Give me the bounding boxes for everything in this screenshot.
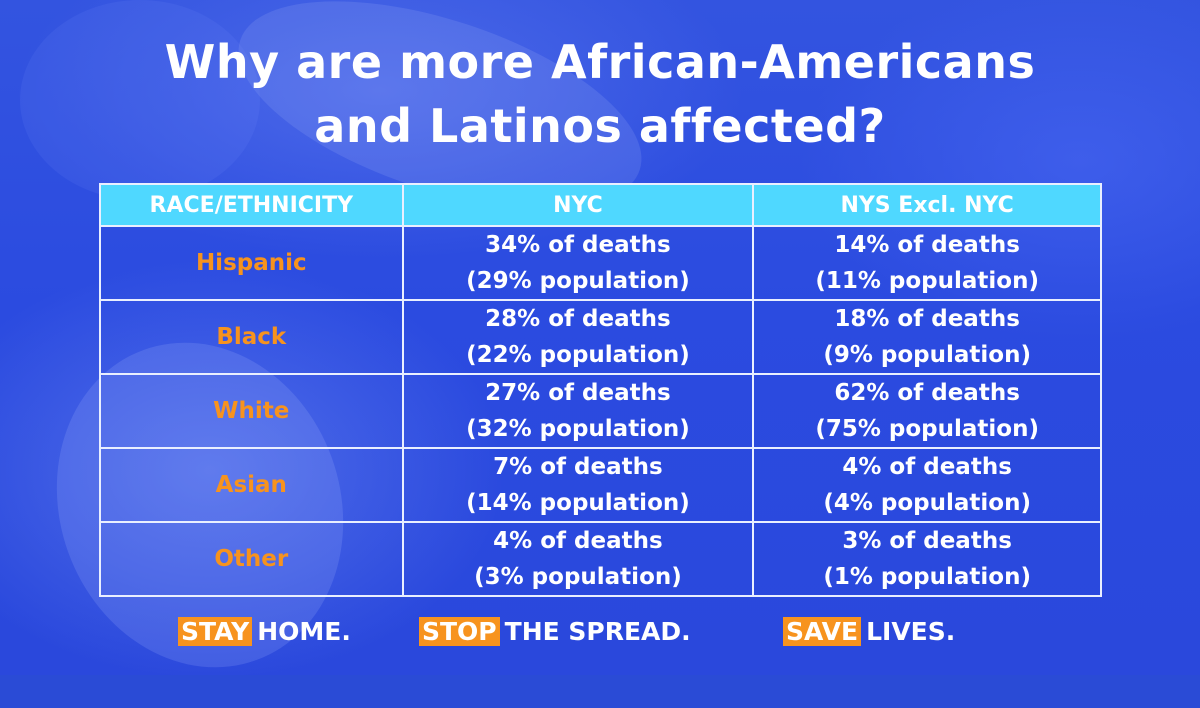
nys-population: (4% population) bbox=[823, 490, 1031, 516]
nys-deaths: 4% of deaths bbox=[842, 454, 1012, 480]
nyc-deaths: 28% of deaths bbox=[485, 306, 671, 332]
nys-population: (75% population) bbox=[815, 416, 1039, 442]
nys-deaths: 14% of deaths bbox=[834, 232, 1020, 258]
race-label: White bbox=[99, 373, 404, 449]
nyc-population: (32% population) bbox=[466, 416, 690, 442]
slogan-text-lives: LIVES. bbox=[866, 617, 956, 646]
nys-cell: 18% of deaths (9% population) bbox=[752, 299, 1102, 375]
nyc-population: (3% population) bbox=[474, 564, 682, 590]
nyc-cell: 27% of deaths (32% population) bbox=[401, 373, 755, 449]
title-line-2: and Latinos affected? bbox=[314, 99, 886, 153]
slogan-text-home: HOME. bbox=[257, 617, 351, 646]
nyc-deaths: 4% of deaths bbox=[493, 528, 663, 554]
table-row: Black 28% of deaths (22% population) 18%… bbox=[99, 299, 1102, 375]
nys-deaths: 18% of deaths bbox=[834, 306, 1020, 332]
nys-deaths: 62% of deaths bbox=[834, 380, 1020, 406]
nyc-cell: 34% of deaths (29% population) bbox=[401, 225, 755, 301]
race-label: Hispanic bbox=[99, 225, 404, 301]
slogan-tag-save: SAVE bbox=[783, 617, 862, 646]
title-line-1: Why are more African-Americans bbox=[164, 35, 1036, 89]
table-row: Asian 7% of deaths (14% population) 4% o… bbox=[99, 447, 1102, 523]
nyc-cell: 28% of deaths (22% population) bbox=[401, 299, 755, 375]
header-nys-excl-nyc: NYS Excl. NYC bbox=[752, 183, 1102, 227]
nyc-population: (29% population) bbox=[466, 268, 690, 294]
slogan-tag-stay: STAY bbox=[178, 617, 253, 646]
table-row: Hispanic 34% of deaths (29% population) … bbox=[99, 225, 1102, 301]
slogan-stop-spread: STOP THE SPREAD. bbox=[419, 617, 691, 646]
nys-cell: 4% of deaths (4% population) bbox=[752, 447, 1102, 523]
slogan-save-lives: SAVE LIVES. bbox=[783, 617, 955, 646]
slogan-stay-home: STAY HOME. bbox=[178, 617, 351, 646]
nys-deaths: 3% of deaths bbox=[842, 528, 1012, 554]
nyc-deaths: 7% of deaths bbox=[493, 454, 663, 480]
race-label: Asian bbox=[99, 447, 404, 523]
nys-cell: 3% of deaths (1% population) bbox=[752, 521, 1102, 597]
slogan-bar: STAY HOME. STOP THE SPREAD. SAVE LIVES. bbox=[0, 617, 1200, 657]
table-header-row: RACE/ETHNICITY NYC NYS Excl. NYC bbox=[99, 183, 1102, 227]
table-row: White 27% of deaths (32% population) 62%… bbox=[99, 373, 1102, 449]
nyc-population: (14% population) bbox=[466, 490, 690, 516]
nyc-deaths: 27% of deaths bbox=[485, 380, 671, 406]
nyc-deaths: 34% of deaths bbox=[485, 232, 671, 258]
nys-population: (9% population) bbox=[823, 342, 1031, 368]
nyc-cell: 7% of deaths (14% population) bbox=[401, 447, 755, 523]
nyc-population: (22% population) bbox=[466, 342, 690, 368]
header-nyc: NYC bbox=[401, 183, 755, 227]
nys-population: (11% population) bbox=[815, 268, 1039, 294]
nyc-cell: 4% of deaths (3% population) bbox=[401, 521, 755, 597]
page-title: Why are more African-Americans and Latin… bbox=[0, 30, 1200, 158]
slogan-tag-stop: STOP bbox=[419, 617, 500, 646]
data-table: RACE/ETHNICITY NYC NYS Excl. NYC Hispani… bbox=[99, 183, 1102, 597]
slogan-text-spread: THE SPREAD. bbox=[504, 617, 691, 646]
nys-cell: 14% of deaths (11% population) bbox=[752, 225, 1102, 301]
race-label: Other bbox=[99, 521, 404, 597]
table-row: Other 4% of deaths (3% population) 3% of… bbox=[99, 521, 1102, 597]
nys-population: (1% population) bbox=[823, 564, 1031, 590]
header-race-ethnicity: RACE/ETHNICITY bbox=[99, 183, 404, 227]
race-label: Black bbox=[99, 299, 404, 375]
nys-cell: 62% of deaths (75% population) bbox=[752, 373, 1102, 449]
